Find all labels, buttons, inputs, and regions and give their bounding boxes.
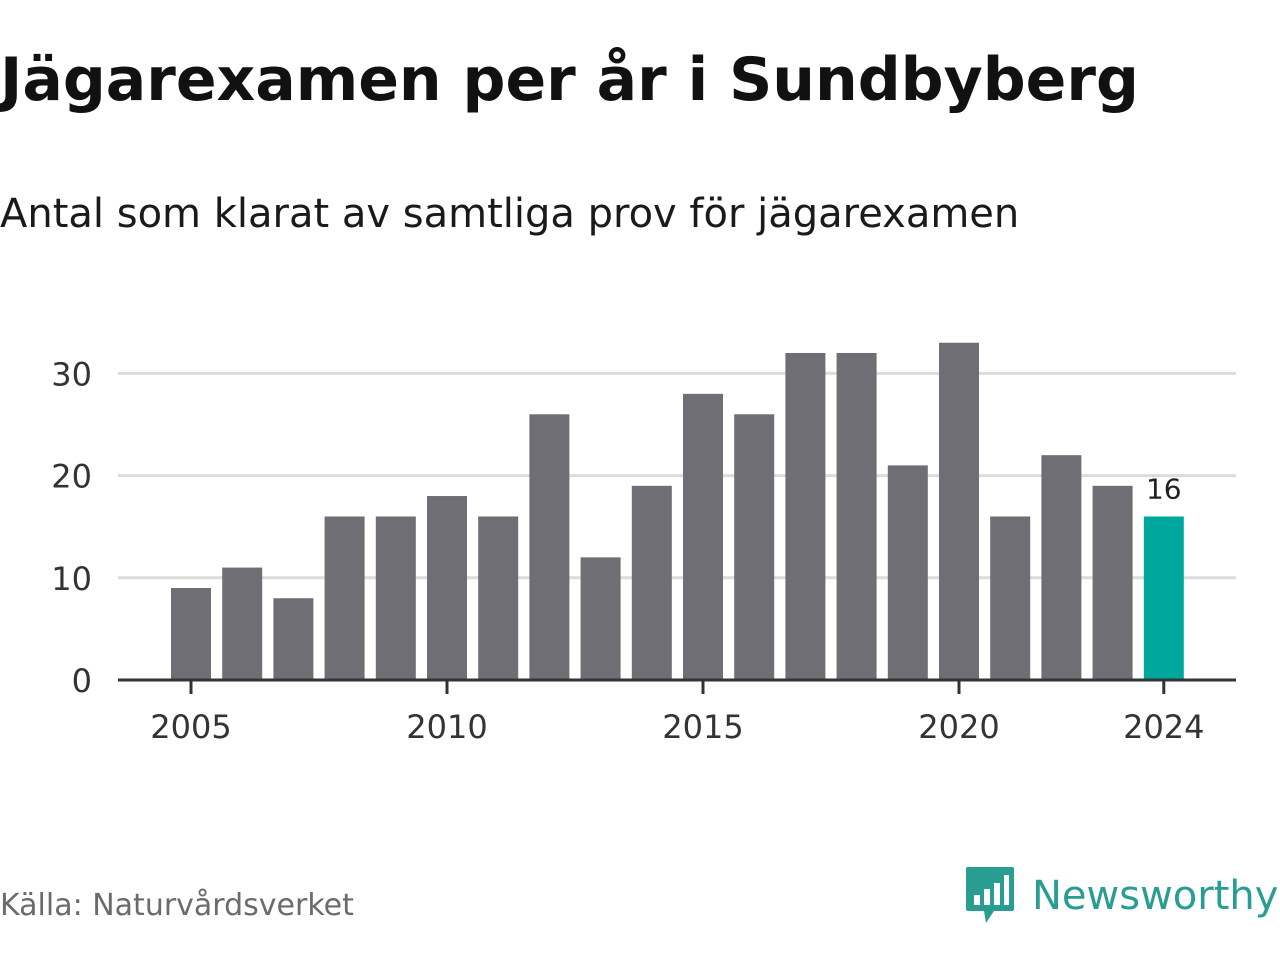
bar-2007 bbox=[273, 598, 314, 680]
bar-2018 bbox=[836, 352, 877, 680]
bar-2008 bbox=[324, 516, 365, 680]
bar-2017 bbox=[785, 352, 826, 680]
newsworthy-logo-icon bbox=[966, 867, 1014, 923]
bar-2021 bbox=[990, 516, 1031, 680]
y-tick-label-30: 30 bbox=[51, 355, 92, 393]
bar-2010 bbox=[427, 496, 467, 680]
labels: 0 10 20 30 2005 2010 2015 2020 2024 16 bbox=[51, 355, 1204, 746]
bar-2013 bbox=[580, 557, 621, 680]
y-tick-label-0: 0 bbox=[72, 662, 92, 700]
brand-name: Newsworthy bbox=[1032, 873, 1279, 919]
brand-logo: Newsworthy bbox=[964, 864, 1278, 928]
bar-2020 bbox=[939, 342, 979, 680]
bar-2012 bbox=[529, 414, 570, 680]
bar-2024 bbox=[1143, 516, 1184, 680]
y-tick-label-10: 10 bbox=[51, 560, 92, 598]
chart-subtitle: Antal som klarat av samtliga prov för jä… bbox=[0, 191, 1020, 237]
bar-2005 bbox=[171, 588, 211, 680]
bar-2019 bbox=[887, 465, 928, 680]
chart-title: Jägarexamen per år i Sundbyberg bbox=[0, 45, 1139, 115]
source-note: Källa: Naturvårdsverket bbox=[0, 888, 354, 923]
x-tick-label-2020: 2020 bbox=[918, 708, 999, 746]
bar-2014 bbox=[631, 485, 672, 680]
bar-2022 bbox=[1041, 455, 1082, 680]
bars bbox=[171, 342, 1184, 680]
bar-2011 bbox=[478, 516, 519, 680]
x-tick-label-2015: 2015 bbox=[662, 708, 743, 746]
bar-2006 bbox=[222, 567, 263, 680]
x-tick-label-2010: 2010 bbox=[406, 708, 487, 746]
x-tick-label-2005: 2005 bbox=[150, 708, 231, 746]
data-label-2024: 16 bbox=[1146, 472, 1182, 505]
bar-2015 bbox=[683, 393, 723, 680]
axes bbox=[118, 678, 1236, 694]
bar-2009 bbox=[375, 516, 416, 680]
y-tick-label-20: 20 bbox=[51, 458, 92, 496]
x-tick-label-2024: 2024 bbox=[1123, 708, 1204, 746]
bar-2016 bbox=[734, 414, 775, 680]
bar-2023 bbox=[1092, 485, 1133, 680]
